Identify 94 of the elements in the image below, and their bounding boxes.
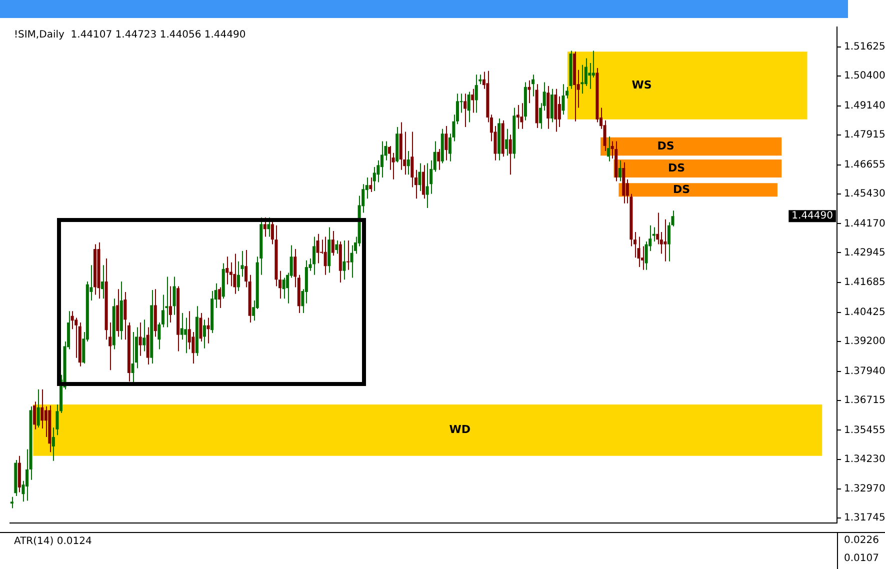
chart-title: !SIM,Daily 1.44107 1.44723 1.44056 1.44490 bbox=[14, 30, 246, 41]
candlestick bbox=[70, 310, 74, 330]
y-tick-label: 1.41685 bbox=[844, 277, 885, 288]
y-tick-label: 1.44170 bbox=[844, 218, 885, 230]
candlestick bbox=[505, 128, 508, 156]
candlestick bbox=[372, 166, 376, 192]
candlestick bbox=[165, 276, 168, 328]
candlestick bbox=[188, 310, 191, 350]
candlestick bbox=[558, 96, 561, 128]
y-tick-label: 1.51625 bbox=[844, 42, 885, 53]
candlestick bbox=[464, 93, 467, 128]
y-tick-label: 1.50400 bbox=[844, 70, 885, 82]
candlestick bbox=[528, 80, 531, 104]
candlestick bbox=[168, 286, 172, 324]
candlestick bbox=[664, 218, 667, 262]
candlestick bbox=[184, 317, 188, 354]
band-label: DS bbox=[668, 161, 686, 174]
annotation: 1.44490 bbox=[792, 210, 834, 222]
candlestick bbox=[388, 145, 392, 170]
candlestick bbox=[263, 217, 266, 238]
candlestick bbox=[380, 140, 384, 178]
y-tick-label: 1.39200 bbox=[844, 336, 885, 348]
candlestick bbox=[607, 136, 610, 162]
candlestick bbox=[532, 74, 535, 97]
candlestick bbox=[206, 317, 210, 344]
y-tick-label: 1.32970 bbox=[844, 484, 885, 495]
candlestick bbox=[312, 236, 316, 276]
candlestick bbox=[406, 150, 410, 176]
candlestick bbox=[316, 233, 320, 264]
y-tick-label: 1.42945 bbox=[844, 247, 885, 258]
y-tick-label: 1.36715 bbox=[844, 394, 885, 406]
y-tick-label: 1.35455 bbox=[844, 424, 885, 436]
candlestick bbox=[146, 326, 150, 365]
candlestick bbox=[131, 331, 134, 384]
candlestick bbox=[444, 126, 448, 161]
candlestick bbox=[218, 286, 222, 309]
candlestick bbox=[199, 312, 202, 342]
candlestick bbox=[508, 134, 512, 176]
text: 0.0107 bbox=[844, 553, 879, 564]
y-tick-label: 1.47915 bbox=[844, 130, 885, 141]
candlestick bbox=[282, 277, 286, 300]
candlestick bbox=[180, 312, 184, 340]
candlestick bbox=[474, 74, 478, 114]
candlestick bbox=[467, 91, 470, 123]
candlestick bbox=[418, 162, 422, 192]
y-tick-label: 1.34230 bbox=[844, 454, 885, 465]
candlestick bbox=[346, 240, 350, 270]
candlestick bbox=[324, 236, 327, 276]
candlestick bbox=[588, 62, 592, 90]
y-tick-label: 1.49140 bbox=[844, 100, 885, 112]
candlestick bbox=[331, 230, 334, 256]
candlestick bbox=[236, 260, 240, 292]
candlestick bbox=[426, 162, 429, 209]
candlestick bbox=[202, 319, 206, 349]
candlestick bbox=[471, 88, 474, 114]
candlestick bbox=[101, 264, 104, 300]
band-label: DS bbox=[657, 139, 674, 152]
y-tick-label: 1.40425 bbox=[844, 307, 885, 318]
candlestick bbox=[10, 496, 14, 509]
candlestick bbox=[142, 319, 146, 352]
candlestick bbox=[172, 276, 176, 316]
candlestick bbox=[335, 240, 338, 254]
candlestick bbox=[138, 322, 142, 356]
candlestick bbox=[437, 148, 440, 170]
y-tick-label: 1.46655 bbox=[844, 159, 885, 170]
y-tick-label: 1.37940 bbox=[844, 366, 885, 377]
candlestick bbox=[369, 176, 372, 192]
candlestick bbox=[580, 64, 584, 94]
candlestick bbox=[350, 244, 354, 278]
text: 0.0226 bbox=[844, 535, 879, 546]
candlestick bbox=[267, 217, 270, 238]
band-label: WD bbox=[449, 423, 471, 436]
candlestick bbox=[40, 388, 44, 429]
candlestick bbox=[516, 104, 520, 130]
candlestick bbox=[422, 164, 426, 200]
y-tick-label: 1.31745 bbox=[844, 512, 885, 524]
candlestick bbox=[644, 240, 648, 270]
candlestick bbox=[656, 212, 660, 245]
band-label: WS bbox=[632, 78, 652, 92]
candlestick bbox=[233, 253, 236, 294]
candlestick bbox=[33, 401, 36, 430]
candlestick bbox=[550, 88, 554, 123]
candlestick bbox=[36, 388, 40, 428]
band-label: DS bbox=[672, 182, 690, 196]
candlestick bbox=[226, 256, 229, 285]
text: ATR(14) 0.0124 bbox=[14, 536, 92, 547]
candlestick bbox=[410, 131, 414, 188]
candlestick bbox=[592, 50, 595, 78]
candlestick bbox=[342, 240, 346, 280]
candlestick bbox=[618, 160, 622, 182]
candlestick bbox=[637, 236, 640, 268]
candlestick bbox=[520, 102, 524, 130]
candlestick bbox=[562, 84, 565, 116]
y-tick-label: 1.45430 bbox=[844, 188, 885, 200]
